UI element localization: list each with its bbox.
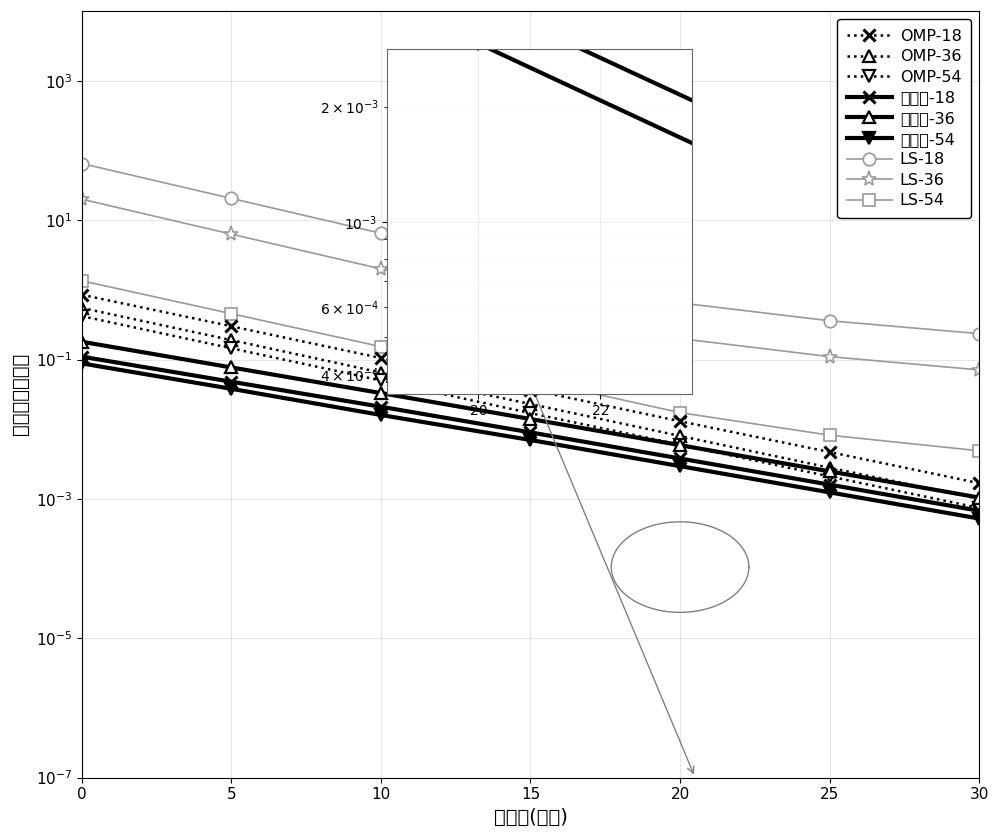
- LS-18: [524, 263, 536, 273]
- X-axis label: 信噪比(分贝): 信噪比(分贝): [494, 808, 567, 827]
- LS-54: [524, 375, 536, 385]
- Line: LS-36: LS-36: [74, 192, 987, 378]
- 本发明-18: [824, 479, 836, 489]
- LS-36: [973, 365, 985, 375]
- LS-36: [225, 229, 237, 239]
- 本发明-36: [674, 440, 686, 450]
- LS-18: [76, 158, 88, 168]
- LS-54: [824, 430, 836, 440]
- 本发明-54: [524, 435, 536, 445]
- LS-54: [375, 342, 387, 352]
- OMP-54: [674, 440, 686, 450]
- OMP-36: [973, 494, 985, 504]
- 本发明-54: [674, 461, 686, 471]
- 本发明-18: [973, 506, 985, 516]
- OMP-18: [375, 353, 387, 363]
- Line: OMP-18: OMP-18: [76, 288, 985, 489]
- Y-axis label: 归一化均方误差: 归一化均方误差: [11, 354, 30, 436]
- LS-36: [524, 299, 536, 309]
- 本发明-54: [76, 359, 88, 369]
- LS-54: [225, 308, 237, 318]
- OMP-54: [375, 375, 387, 385]
- OMP-18: [973, 478, 985, 489]
- 本发明-18: [674, 453, 686, 463]
- OMP-36: [524, 399, 536, 409]
- OMP-18: [225, 321, 237, 331]
- OMP-36: [674, 431, 686, 441]
- OMP-36: [225, 335, 237, 345]
- 本发明-18: [524, 427, 536, 437]
- LS-36: [375, 264, 387, 274]
- LS-36: [824, 352, 836, 362]
- OMP-18: [524, 385, 536, 395]
- Line: OMP-54: OMP-54: [76, 310, 985, 515]
- 本发明-36: [76, 337, 88, 347]
- 本发明-54: [375, 410, 387, 420]
- LS-18: [824, 316, 836, 326]
- LS-18: [375, 228, 387, 238]
- 本发明-36: [524, 414, 536, 424]
- OMP-36: [375, 368, 387, 378]
- Line: 本发明-36: 本发明-36: [76, 335, 985, 504]
- OMP-36: [824, 463, 836, 473]
- Line: OMP-36: OMP-36: [76, 302, 985, 505]
- LS-54: [76, 276, 88, 286]
- OMP-18: [76, 290, 88, 300]
- Legend: OMP-18, OMP-36, OMP-54, 本发明-18, 本发明-36, 本发明-54, LS-18, LS-36, LS-54: OMP-18, OMP-36, OMP-54, 本发明-18, 本发明-36, …: [837, 19, 971, 218]
- 本发明-36: [973, 493, 985, 503]
- Line: 本发明-18: 本发明-18: [76, 350, 985, 517]
- OMP-54: [824, 472, 836, 482]
- OMP-54: [76, 311, 88, 321]
- Line: LS-54: LS-54: [76, 275, 985, 457]
- OMP-36: [76, 303, 88, 313]
- 本发明-36: [824, 467, 836, 477]
- LS-36: [674, 334, 686, 344]
- 本发明-54: [973, 514, 985, 524]
- OMP-54: [225, 344, 237, 354]
- 本发明-36: [225, 362, 237, 372]
- LS-18: [674, 297, 686, 308]
- 本发明-18: [76, 352, 88, 362]
- OMP-18: [824, 447, 836, 457]
- OMP-54: [973, 503, 985, 513]
- 本发明-18: [375, 401, 387, 411]
- LS-18: [973, 328, 985, 339]
- LS-54: [973, 446, 985, 456]
- 本发明-36: [375, 388, 387, 398]
- Line: LS-18: LS-18: [76, 158, 985, 340]
- 本发明-54: [824, 488, 836, 498]
- Line: 本发明-54: 本发明-54: [76, 357, 985, 525]
- LS-54: [674, 407, 686, 417]
- 本发明-54: [225, 384, 237, 394]
- LS-18: [225, 194, 237, 204]
- OMP-54: [524, 408, 536, 418]
- 本发明-18: [225, 377, 237, 387]
- LS-36: [76, 194, 88, 204]
- OMP-18: [674, 416, 686, 427]
